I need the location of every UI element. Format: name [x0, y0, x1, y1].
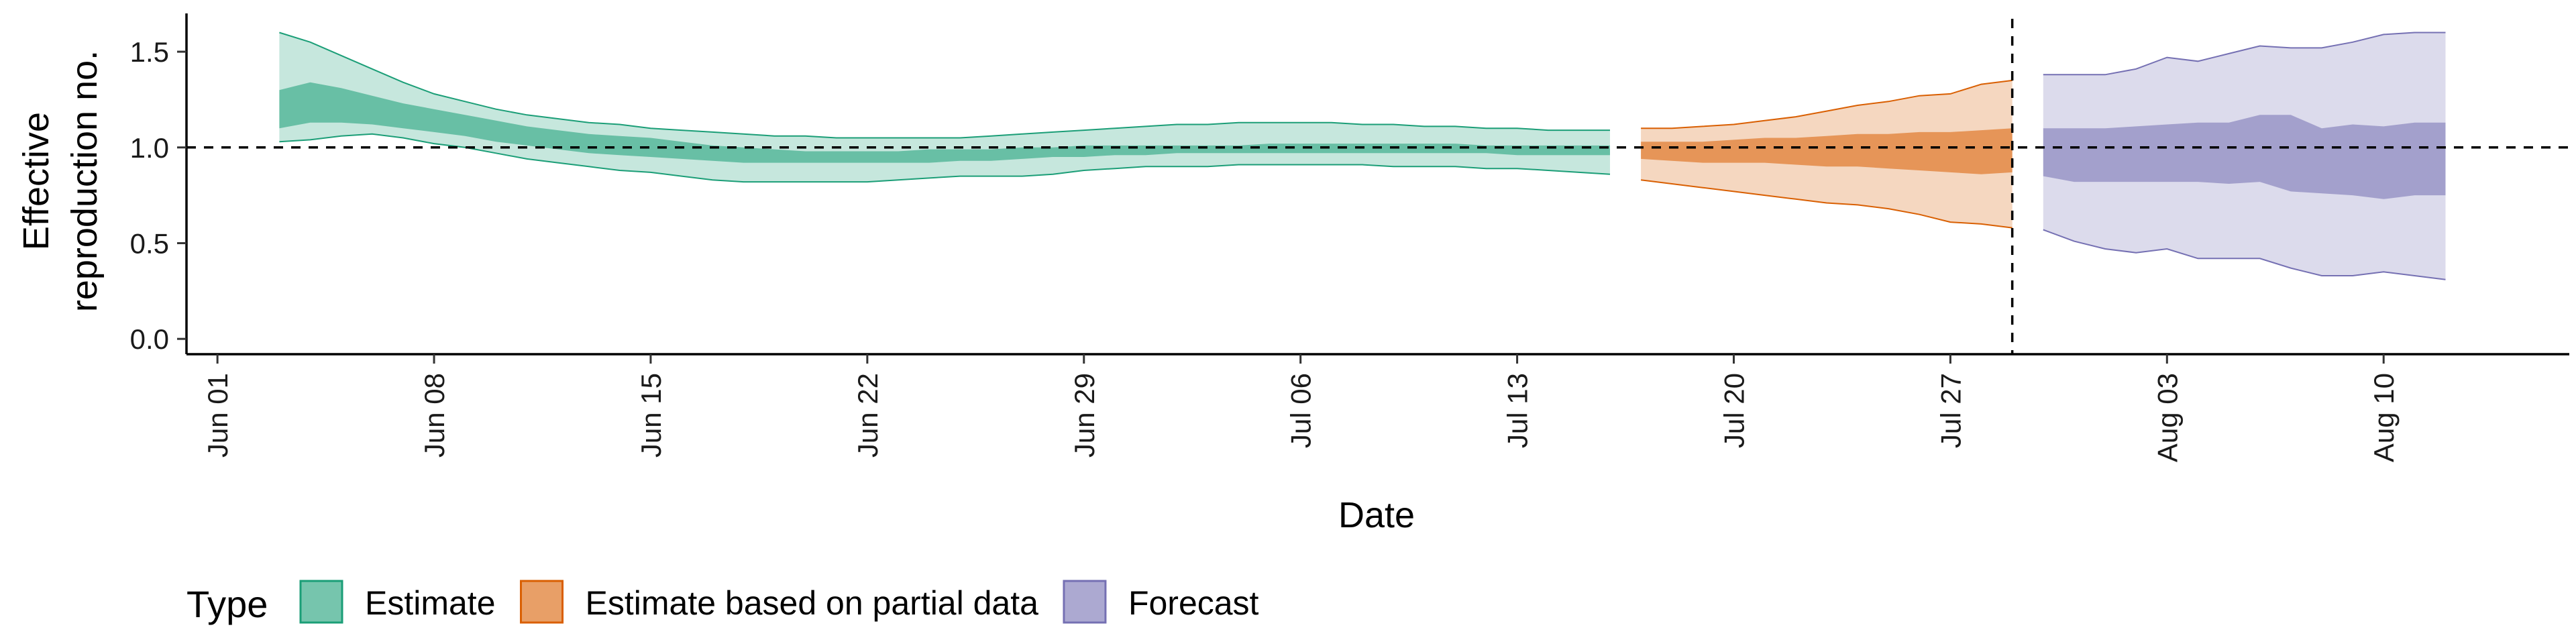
legend-swatch-1 [520, 580, 564, 624]
band-upper-edge-forecast [2043, 32, 2446, 76]
x-axis-title: Date [1338, 495, 1415, 535]
reference-lines [186, 19, 2569, 354]
legend-swatch-0 [299, 580, 343, 624]
band-lower-edge-estimate [279, 133, 1611, 183]
x-tick-label: Jun 01 [202, 373, 233, 458]
y-tick-label: 1.0 [130, 132, 169, 164]
axes: 0.0 0.5 1.0 1.5 Jun 01 Jun 08 Jun 15 Jun 22 Jun … [130, 13, 2569, 462]
band-upper-edge-estimate-based-on-partial-data [1641, 79, 2012, 129]
plot-area [279, 32, 2446, 280]
band-inner-estimate-based-on-partial-data [1641, 128, 2012, 174]
x-tick-label: Jul 06 [1285, 373, 1317, 448]
y-tick-label: 1.5 [130, 36, 169, 68]
legend-title: Type [186, 583, 268, 625]
x-tick-label: Jun 29 [1069, 373, 1100, 458]
x-tick-label: Jun 08 [419, 373, 450, 458]
x-tick-label: Aug 03 [2151, 373, 2183, 462]
y-axis-title-line-1: Effective [16, 112, 56, 250]
legend-swatch-2 [1063, 580, 1107, 624]
legend-label-2: Forecast [1128, 584, 1259, 622]
x-tick-label: Jul 27 [1935, 373, 1966, 448]
band-upper-edge-estimate [279, 32, 1610, 139]
band-inner-forecast [2043, 115, 2446, 199]
y-axis-title: Effective reproduction no. [16, 50, 105, 312]
legend-label-0: Estimate [365, 584, 496, 622]
x-tick-label: Aug 10 [2368, 373, 2400, 462]
band-lower-edge-estimate-based-on-partial-data [1640, 179, 2012, 229]
y-axis-title-line-2: reproduction no. [64, 50, 105, 312]
legend: Type Estimate Estimate based on partial d… [186, 580, 1259, 625]
y-tick-label: 0.0 [130, 323, 169, 355]
band-inner-estimate [279, 82, 1610, 163]
x-tick-label: Jul 13 [1502, 373, 1534, 448]
legend-label-1: Estimate based on partial data [586, 584, 1039, 622]
x-tick-label: Jun 15 [635, 373, 667, 458]
y-tick-label: 0.5 [130, 227, 169, 259]
x-tick-label: Jun 22 [852, 373, 883, 458]
x-tick-label: Jul 20 [1719, 373, 1750, 448]
band-lower-edge-forecast [2043, 229, 2446, 280]
